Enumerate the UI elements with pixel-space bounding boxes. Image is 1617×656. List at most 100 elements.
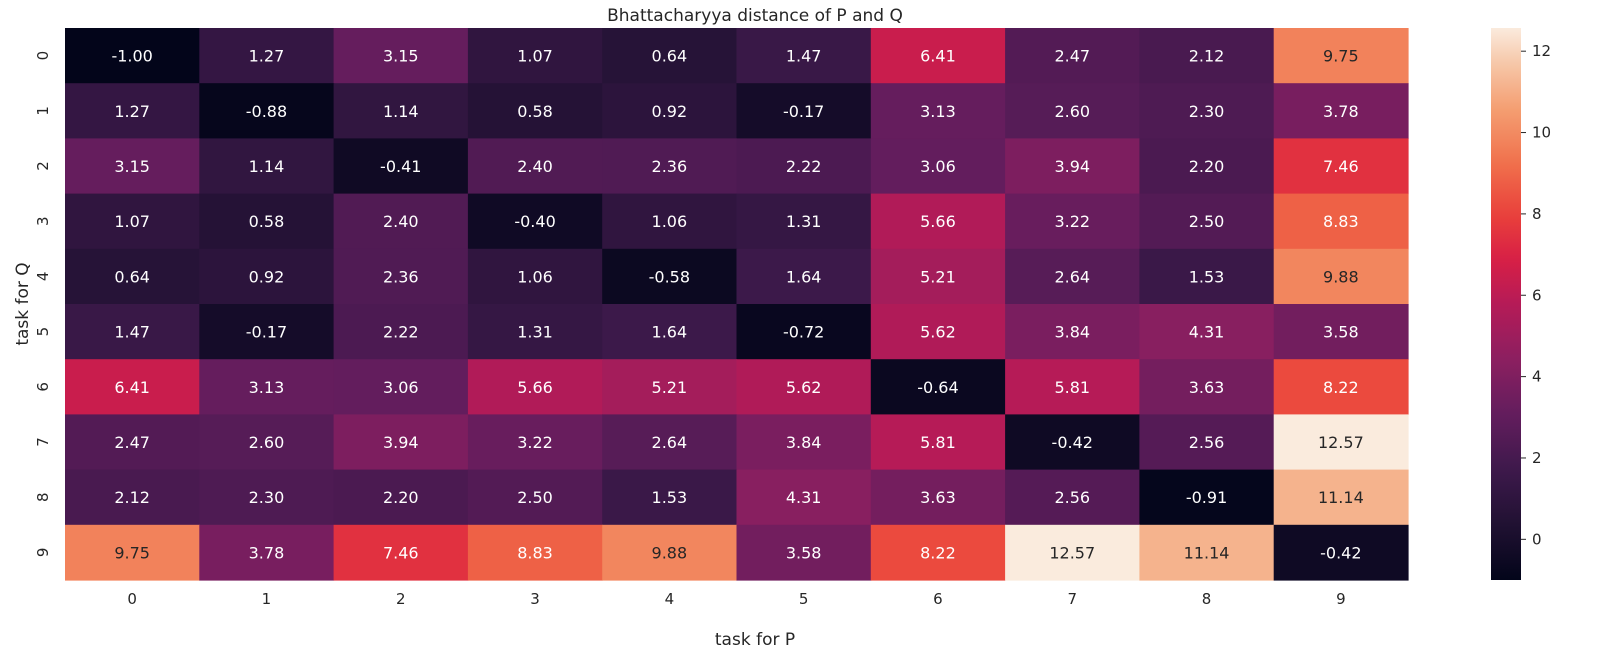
- cell-value-r0-c4: 0.64: [652, 47, 688, 66]
- cell-value-r2-c7: 3.94: [1054, 157, 1090, 176]
- cell-value-r6-c3: 5.66: [517, 378, 553, 397]
- heatmap-cell-r5-c1: [199, 304, 335, 360]
- heatmap-cell-r9-c2: [333, 524, 469, 581]
- heatmap-cell-r4-c8: [1139, 248, 1275, 305]
- cell-value-r7-c8: 2.56: [1189, 433, 1225, 452]
- cell-value-r5-c2: 2.22: [383, 323, 419, 342]
- heatmap-cell-r8-c8: [1139, 469, 1275, 526]
- heatmap-cell-r2-c3: [467, 138, 603, 195]
- cell-value-r1-c5: -0.17: [783, 102, 824, 121]
- cell-value-r0-c8: 2.12: [1189, 47, 1225, 66]
- heatmap-cell-r7-c6: [870, 414, 1006, 471]
- heatmap-cell-r4-c2: [333, 248, 469, 305]
- x-axis-ticks: 0 1 2 3 4 5 6 7 8 9: [127, 590, 1345, 608]
- y-tick-label-8: 8: [34, 492, 52, 502]
- cell-value-r2-c3: 2.40: [517, 157, 553, 176]
- cell-value-r0-c3: 1.07: [517, 47, 553, 66]
- cell-value-r2-c9: 7.46: [1323, 157, 1359, 176]
- heatmap-cell-r7-c2: [333, 414, 469, 471]
- heatmap-cell-r0-c8: [1139, 28, 1275, 84]
- colorbar-tick-label-4: 4: [1532, 368, 1542, 386]
- cell-value-r6-c0: 6.41: [114, 378, 150, 397]
- heatmap-cell-r0-c5: [736, 28, 872, 84]
- cell-value-r1-c0: 1.27: [114, 102, 150, 121]
- heatmap-cell-r2-c2: [333, 138, 469, 195]
- cell-value-r8-c1: 2.30: [249, 488, 285, 507]
- heatmap-cell-r9-c3: [467, 524, 603, 581]
- chart-title: Bhattacharyya distance of P and Q: [607, 6, 903, 26]
- heatmap-cell-r4-c7: [1005, 248, 1140, 305]
- heatmap-cell-r3-c1: [199, 193, 335, 250]
- cell-value-r3-c3: -0.40: [514, 212, 555, 231]
- heatmap-cell-r1-c7: [1005, 83, 1140, 139]
- y-tick-label-1: 1: [34, 106, 52, 116]
- heatmap-cell-r8-c5: [736, 469, 872, 526]
- cell-value-r6-c2: 3.06: [383, 378, 419, 397]
- cell-value-r7-c6: 5.81: [920, 433, 956, 452]
- heatmap-cell-r8-c6: [870, 469, 1006, 526]
- cell-value-r0-c2: 3.15: [383, 47, 419, 66]
- cell-value-r2-c0: 3.15: [114, 157, 150, 176]
- heatmap-cell-r6-c9: [1273, 359, 1409, 415]
- heatmap-cell-r1-c2: [333, 83, 469, 139]
- heatmap-cell-r8-c7: [1005, 469, 1140, 526]
- heatmap-cell-r1-c1: [199, 83, 335, 139]
- cell-value-r3-c2: 2.40: [383, 212, 419, 231]
- heatmap-cell-r9-c1: [199, 524, 335, 581]
- heatmap-cell-r3-c0: [65, 193, 200, 250]
- heatmap-cell-r5-c4: [602, 304, 738, 360]
- heatmap-cell-r8-c9: [1273, 469, 1409, 526]
- cell-value-r6-c8: 3.63: [1189, 378, 1225, 397]
- cell-value-r1-c6: 3.13: [920, 102, 956, 121]
- heatmap-cell-r0-c4: [602, 28, 738, 84]
- cell-value-r0-c0: -1.00: [111, 47, 152, 66]
- heatmap-cell-r2-c1: [199, 138, 335, 195]
- cell-value-r4-c2: 2.36: [383, 267, 419, 286]
- heatmap-cell-r3-c4: [602, 193, 738, 250]
- heatmap-cell-r2-c4: [602, 138, 738, 195]
- cell-value-r3-c9: 8.83: [1323, 212, 1359, 231]
- cell-value-r7-c5: 3.84: [786, 433, 822, 452]
- cell-value-r8-c0: 2.12: [114, 488, 150, 507]
- heatmap-cell-r5-c2: [333, 304, 469, 360]
- heatmap-cell-r1-c9: [1273, 83, 1409, 139]
- heatmap-cell-r0-c0: [65, 28, 200, 84]
- cell-value-r3-c5: 1.31: [786, 212, 822, 231]
- heatmap-cell-r0-c6: [870, 28, 1006, 84]
- heatmap-cell-r7-c4: [602, 414, 738, 471]
- heatmap-cell-r8-c1: [199, 469, 335, 526]
- heatmap-cell-r0-c3: [467, 28, 603, 84]
- cell-value-r5-c1: -0.17: [246, 323, 287, 342]
- heatmap-cell-r3-c7: [1005, 193, 1140, 250]
- cell-value-r9-c1: 3.78: [249, 543, 285, 562]
- cell-value-r7-c2: 3.94: [383, 433, 419, 452]
- cell-value-r1-c1: -0.88: [246, 102, 287, 121]
- cell-value-r0-c1: 1.27: [249, 47, 285, 66]
- cell-value-r4-c7: 2.64: [1054, 267, 1090, 286]
- x-tick-label-5: 5: [799, 590, 809, 608]
- colorbar-tick-label-10: 10: [1532, 124, 1551, 142]
- heatmap-cell-r1-c5: [736, 83, 872, 139]
- cell-value-r7-c3: 3.22: [517, 433, 553, 452]
- colorbar-tick-label-2: 2: [1532, 449, 1542, 467]
- heatmap-cell-r0-c7: [1005, 28, 1140, 84]
- cell-value-r6-c9: 8.22: [1323, 378, 1359, 397]
- heatmap-cell-r6-c5: [736, 359, 872, 415]
- cell-value-r9-c8: 11.14: [1184, 543, 1230, 562]
- cell-value-r1-c3: 0.58: [517, 102, 553, 121]
- heatmap-cell-r1-c4: [602, 83, 738, 139]
- cell-value-r3-c7: 3.22: [1054, 212, 1090, 231]
- heatmap-cell-r6-c2: [333, 359, 469, 415]
- cell-value-r4-c6: 5.21: [920, 267, 956, 286]
- colorbar-tick-label-6: 6: [1532, 286, 1542, 304]
- cell-value-r5-c8: 4.31: [1189, 323, 1225, 342]
- heatmap-cell-r3-c6: [870, 193, 1006, 250]
- heatmap-cell-r5-c7: [1005, 304, 1140, 360]
- cell-value-r0-c5: 1.47: [786, 47, 822, 66]
- cell-value-r2-c1: 1.14: [249, 157, 285, 176]
- cell-value-r2-c6: 3.06: [920, 157, 956, 176]
- cell-value-r0-c7: 2.47: [1054, 47, 1090, 66]
- y-tick-label-6: 6: [34, 382, 52, 392]
- heatmap-cell-r3-c3: [467, 193, 603, 250]
- cell-value-r9-c9: -0.42: [1320, 543, 1361, 562]
